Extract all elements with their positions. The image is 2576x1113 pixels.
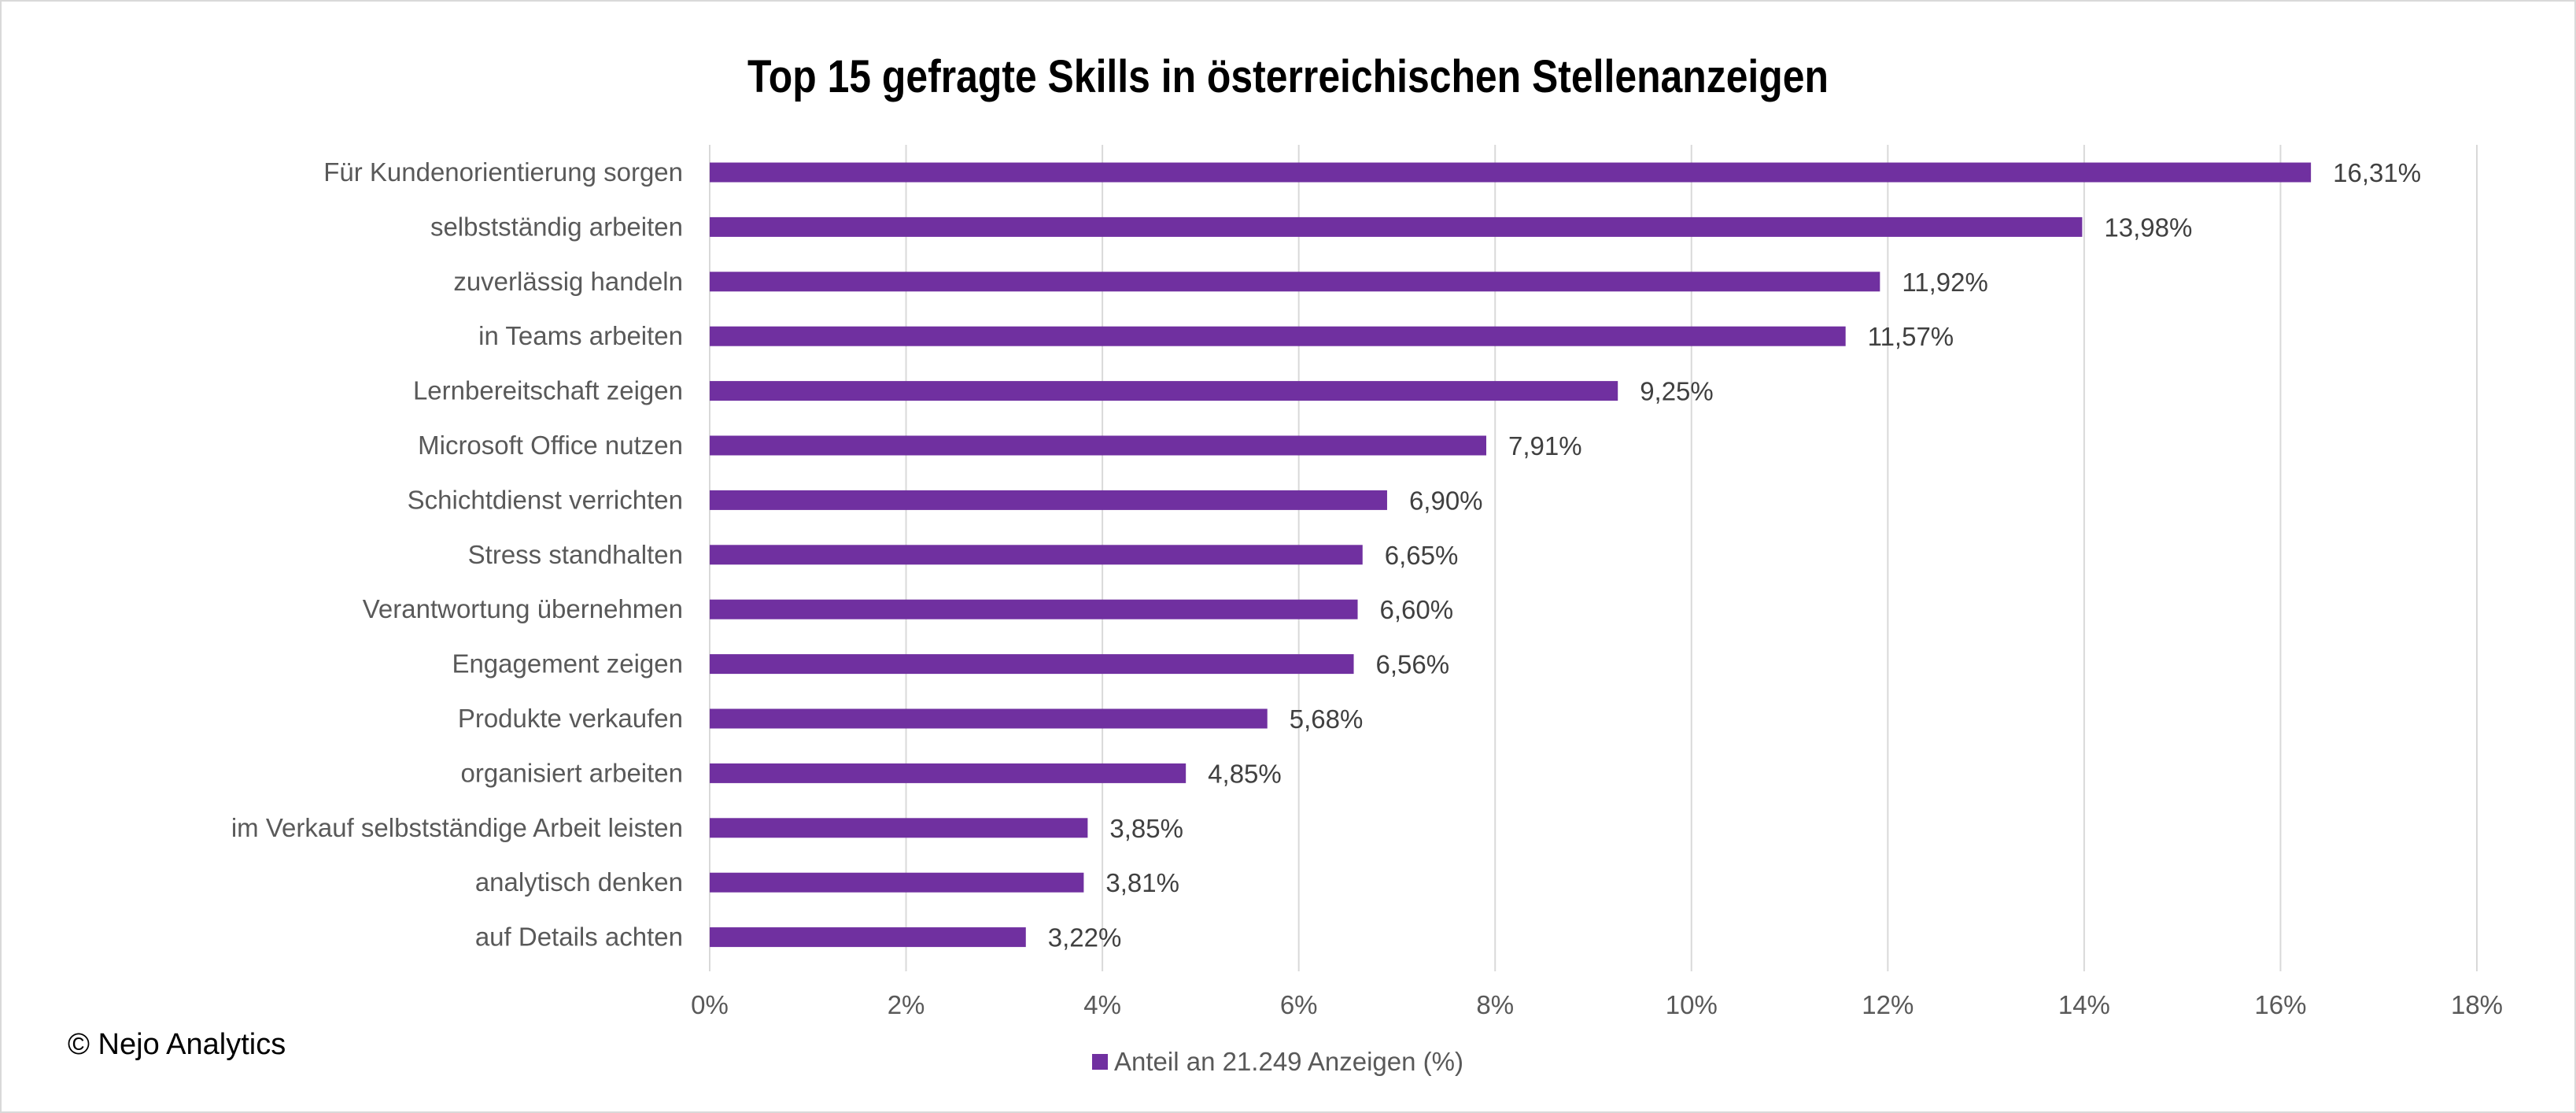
bar [710,927,1026,948]
category-label: Engagement zeigen [452,649,683,679]
bar [710,216,2083,237]
legend: Anteil an 21.249 Anzeigen (%) [1092,1047,1463,1077]
bar [710,162,2312,183]
category-label: Schichtdienst verrichten [408,485,683,514]
chart-title: Top 15 gefragte Skills in österreichisch… [747,51,1829,102]
x-tick-label: 8% [1476,990,1514,1019]
category-label: analytisch denken [475,867,683,897]
bar [710,818,1088,838]
category-label: Produkte verkaufen [458,704,683,733]
bar [710,381,1618,401]
bar [710,599,1358,619]
copyright-text: © Nejo Analytics [68,1028,286,1061]
data-label: 6,90% [1409,486,1483,515]
category-label: organisiert arbeiten [461,758,684,787]
bar [710,872,1084,893]
category-label: selbstständig arbeiten [430,212,683,241]
category-label: Lernbereitschaft zeigen [413,376,683,405]
bar [710,490,1387,510]
x-tick-label: 12% [1862,990,1914,1019]
category-label: Verantwortung übernehmen [363,594,683,623]
data-label: 3,85% [1109,814,1183,843]
bar [710,708,1268,729]
x-tick-label: 10% [1666,990,1718,1019]
x-tick-label: 14% [2058,990,2110,1019]
bar [710,654,1354,675]
category-label: auf Details achten [475,923,683,952]
category-label: im Verkauf selbstständige Arbeit leisten [231,813,683,842]
x-tick-label: 6% [1280,990,1318,1019]
data-label: 7,91% [1508,431,1582,460]
data-label: 9,25% [1640,377,1714,406]
bar [710,545,1363,565]
data-label: 11,92% [1902,268,1987,297]
category-label: Für Kundenorientierung sorgen [323,157,683,187]
bar [710,763,1187,783]
data-label: 6,65% [1385,541,1459,570]
bar [710,272,1880,292]
data-label: 6,56% [1376,650,1450,679]
data-label: 4,85% [1208,759,1282,788]
category-label: Stress standhalten [468,540,683,569]
x-tick-label: 18% [2451,990,2503,1019]
data-label: 16,31% [2333,158,2421,187]
x-tick-label: 16% [2254,990,2306,1019]
category-label: in Teams arbeiten [478,321,683,350]
data-label: 6,60% [1380,595,1454,624]
bar [710,326,1846,346]
data-label: 5,68% [1290,704,1364,734]
data-label: 3,81% [1105,868,1179,897]
data-label: 13,98% [2104,213,2192,242]
legend-swatch [1092,1054,1108,1070]
x-tick-label: 0% [691,990,729,1019]
x-tick-label: 4% [1083,990,1121,1019]
bar [710,435,1486,456]
x-tick-label: 2% [888,990,925,1019]
category-label: zuverlässig handeln [453,267,683,296]
legend-label: Anteil an 21.249 Anzeigen (%) [1114,1047,1463,1076]
data-label: 11,57% [1868,322,1954,351]
category-label: Microsoft Office nutzen [418,431,683,460]
data-label: 3,22% [1048,923,1122,952]
